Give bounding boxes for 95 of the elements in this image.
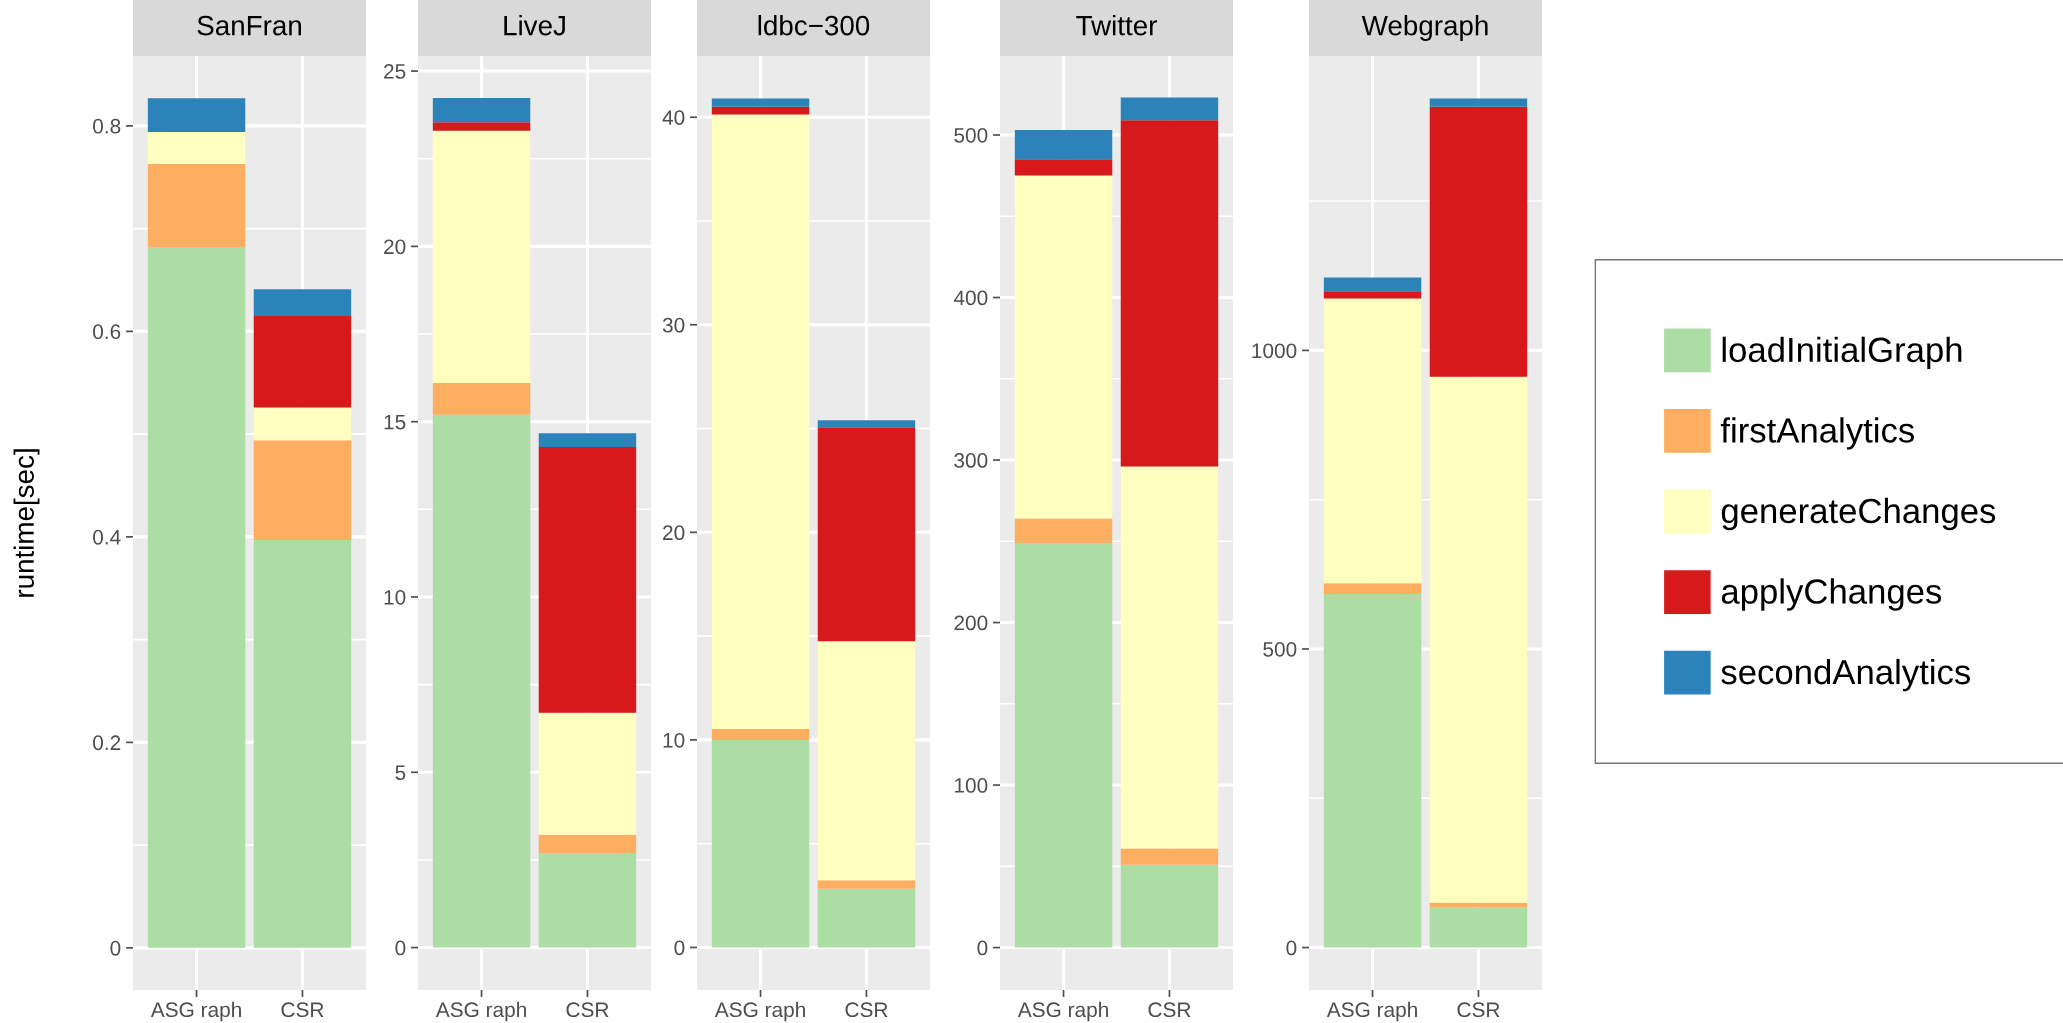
bar [1120,466,1219,849]
y-tick-label: 0 [395,940,406,956]
bar [817,427,916,642]
bar [538,852,637,948]
legend-label: loadInitialGraph [1722,336,1962,370]
bar [1429,98,1528,107]
chart-title: ldbc−300 [758,15,870,36]
chart-title: SanFran [197,15,301,36]
chart-title: Webgraph [1361,15,1488,41]
legend-label: firstAnalytics [1720,417,1914,450]
y-tick-label: 0 [1286,940,1297,956]
y-tick-label: 30 [662,317,685,333]
bar [711,728,810,740]
x-tick-label: ASG raph [1326,1001,1417,1022]
bar [147,132,246,164]
x-tick-label: ASG raph [150,1001,241,1022]
bar [538,712,637,835]
bar [1429,376,1528,903]
bar [1323,298,1422,584]
legend-label: secondAnalytics [1721,658,1971,692]
bar [253,289,352,316]
bar [1429,902,1528,908]
bar [1014,542,1113,948]
bar [432,122,531,131]
bar [1323,594,1422,948]
y-tick-label: 25 [384,64,406,79]
bar [711,114,810,729]
y-tick-label: 100 [955,778,988,793]
y-tick-label: 10 [384,589,406,605]
bar [538,446,637,713]
y-tick-label: 0 [110,940,121,956]
bar [432,130,531,384]
legend-label: generateChanges [1721,497,1996,531]
y-tick-label: 15 [384,414,406,430]
bar [253,539,352,948]
bar [432,414,531,948]
bar [1014,159,1113,176]
y-tick-label: 5 [395,765,406,781]
y-tick-label: 20 [384,239,406,255]
bar [1014,130,1113,160]
x-tick-label: ASG raph [435,1001,526,1022]
x-tick-label: CSR [281,1002,324,1018]
bar [1014,175,1113,519]
bar [1323,291,1422,299]
y-tick-label: 0 [977,940,988,956]
y-tick-label: 500 [1263,641,1297,657]
y-tick-label: 0.2 [93,735,121,751]
bar [1429,106,1528,377]
bar [817,880,916,889]
bar [538,433,637,447]
bar [253,315,352,408]
x-tick-label: CSR [1148,1002,1191,1018]
bar [1323,277,1422,292]
bar [1120,864,1219,948]
x-tick-label: CSR [566,1002,609,1018]
x-tick-label: ASG raph [714,1001,805,1022]
y-tick-label: 0.8 [93,118,121,134]
bar [538,834,637,853]
y-tick-label: 0 [674,940,685,956]
y-tick-label: 200 [954,615,988,631]
x-tick-label: CSR [1457,1002,1500,1018]
bar [817,420,916,428]
y-tick-label: 300 [954,453,988,468]
bar [1120,848,1219,865]
bar [711,106,810,115]
bar [147,247,246,948]
bar [1014,518,1113,543]
y-tick-label: 500 [954,127,988,143]
y-tick-label: 0.4 [93,529,121,545]
bar [711,98,810,107]
y-tick-label: 10 [663,732,685,748]
chart-title: LiveJ [504,15,565,36]
bar [253,407,352,441]
bar [711,739,810,948]
bar [1323,583,1422,595]
x-tick-label: ASG raph [1017,1001,1108,1022]
y-tick-label: 0.6 [93,324,121,340]
chart-title: Twitter [1076,15,1157,36]
x-tick-label: CSR [845,1002,888,1018]
y-tick-label: 40 [662,110,685,125]
bar [1120,97,1219,121]
y-tick-label: 20 [663,525,685,541]
y-tick-label: 1000 [1252,343,1297,359]
bar [147,163,246,248]
bar [253,440,352,540]
bar [432,98,531,123]
y-axis-title: runtime[sec] [13,449,40,597]
bar [147,98,246,133]
bar [432,383,531,415]
bar [1120,120,1219,467]
bar [1429,907,1528,948]
bar [817,641,916,881]
y-tick-label: 400 [953,290,988,306]
legend-label: applyChanges [1721,578,1942,611]
bar [817,888,916,948]
